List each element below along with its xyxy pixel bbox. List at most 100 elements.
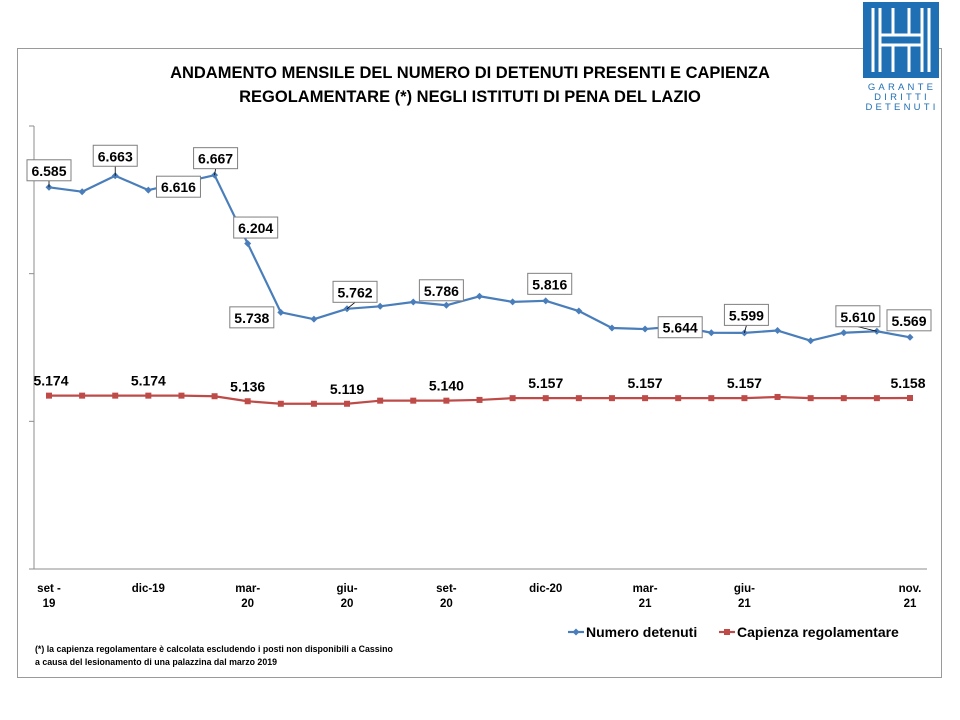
legend-marker (572, 628, 580, 636)
data-label-capienza: 5.140 (429, 378, 464, 394)
data-point-capienza (410, 397, 417, 404)
chart-title-line-1: ANDAMENTO MENSILE DEL NUMERO DI DETENUTI… (170, 64, 770, 82)
x-tick-label: giu-21 (734, 583, 755, 610)
x-tick-label: mar-20 (235, 583, 260, 610)
data-point-capienza (277, 400, 284, 407)
data-label-detenuti: 5.644 (663, 320, 698, 336)
data-point-detenuti (774, 327, 782, 335)
data-label-box (723, 303, 769, 326)
logo-text-garante: GARANTE (867, 82, 937, 93)
leader-line (857, 326, 877, 332)
data-point-capienza (509, 395, 516, 402)
data-label-capienza: 5.157 (528, 375, 563, 391)
x-tick-label: mar-21 (633, 583, 658, 610)
data-point-detenuti (244, 240, 252, 248)
data-point-capienza (807, 395, 814, 402)
data-label-detenuti: 5.786 (424, 283, 459, 299)
logo-text-diritti: DIRITTI (874, 92, 930, 103)
data-label-detenuti: 5.738 (234, 310, 269, 326)
data-point-capienza (907, 395, 913, 402)
data-point-detenuti (310, 315, 318, 323)
data-label-detenuti: 5.762 (338, 284, 373, 300)
data-point-capienza (178, 392, 185, 399)
data-label-box (92, 144, 138, 167)
data-point-capienza (575, 395, 582, 402)
data-point-detenuti (707, 329, 715, 337)
data-label-capienza: 5.119 (330, 381, 364, 397)
data-label-detenuti: 5.610 (840, 309, 875, 325)
data-point-capienza (443, 397, 450, 404)
data-label-detenuti: 6.585 (31, 163, 66, 179)
data-point-capienza (741, 395, 748, 402)
chart-title-line-2: REGOLAMENTARE (*) NEGLI ISTITUTI DI PENA… (239, 88, 701, 106)
legend-item-numero-detenuti: Numero detenuti (586, 624, 697, 640)
data-label-capienza: 5.174 (33, 373, 68, 389)
x-tick-label: set -19 (37, 583, 61, 610)
x-tick-label: giu-20 (336, 583, 357, 610)
x-tick-label: set-20 (436, 583, 457, 610)
data-label-box (835, 305, 881, 328)
x-tick-label: dic-19 (132, 583, 165, 595)
data-label-box (26, 159, 72, 182)
data-point-detenuti (277, 308, 285, 316)
data-point-capienza (145, 392, 152, 399)
data-label-box (418, 279, 464, 302)
data-point-detenuti (641, 325, 649, 333)
logo-text-detenuti: DETENUTI (865, 102, 939, 113)
x-tick-label: nov. 21 (899, 583, 922, 610)
data-point-capienza (112, 392, 119, 399)
logo-mark-icon (871, 8, 931, 72)
data-label-capienza: 5.158 (890, 375, 925, 391)
data-label-box (527, 272, 573, 295)
data-label-box (193, 147, 239, 170)
data-label-detenuti: 6.204 (238, 220, 273, 236)
data-label-box (657, 316, 703, 339)
data-label-detenuti: 6.667 (198, 151, 233, 167)
legend-item-capienza: Capienza regolamentare (737, 624, 899, 640)
data-point-capienza (774, 393, 781, 400)
data-point-detenuti (376, 302, 384, 310)
footnote-line-1: (*) la capienza regolamentare è calcolat… (35, 644, 393, 654)
data-point-detenuti (78, 188, 86, 196)
data-point-detenuti (807, 337, 815, 345)
data-point-detenuti (542, 297, 550, 305)
data-label-capienza: 5.136 (230, 378, 265, 394)
data-point-capienza (244, 398, 251, 405)
footnote-line-2: a causa del lesionamento di una palazzin… (35, 657, 278, 667)
data-point-capienza (310, 400, 317, 407)
data-point-detenuti (608, 324, 616, 332)
data-label-capienza: 5.174 (131, 373, 166, 389)
series-line-numero-detenuti (48, 174, 911, 342)
data-point-capienza (46, 392, 52, 399)
data-point-capienza (873, 395, 880, 402)
data-point-detenuti (906, 333, 914, 341)
data-label-capienza: 5.157 (628, 375, 663, 391)
data-point-capienza (344, 400, 351, 407)
data-label-detenuti: 5.599 (729, 307, 764, 323)
data-point-capienza (642, 395, 649, 402)
legend-marker (724, 629, 730, 635)
data-label-capienza: 5.157 (727, 375, 762, 391)
data-point-detenuti (509, 298, 517, 306)
data-label-detenuti: 6.663 (98, 148, 133, 164)
data-label-box (155, 175, 201, 198)
data-point-capienza (542, 395, 549, 402)
data-label-detenuti: 5.816 (532, 276, 567, 292)
leader-line (346, 302, 356, 310)
data-point-detenuti (476, 292, 483, 300)
data-point-capienza (476, 396, 483, 403)
data-label-detenuti: 5.569 (891, 313, 926, 329)
garante-logo: GARANTE DIRITTI DETENUTI (861, 2, 943, 114)
x-tick-label: dic-20 (529, 583, 562, 595)
data-point-detenuti (575, 307, 583, 315)
chart-frame (17, 48, 942, 678)
data-point-detenuti (144, 186, 152, 194)
data-point-detenuti (409, 298, 417, 306)
data-label-detenuti: 6.616 (161, 179, 196, 195)
data-point-capienza (211, 393, 218, 400)
data-point-capienza (377, 397, 384, 404)
data-point-capienza (840, 395, 847, 402)
data-point-capienza (708, 395, 715, 402)
data-point-capienza (608, 395, 615, 402)
